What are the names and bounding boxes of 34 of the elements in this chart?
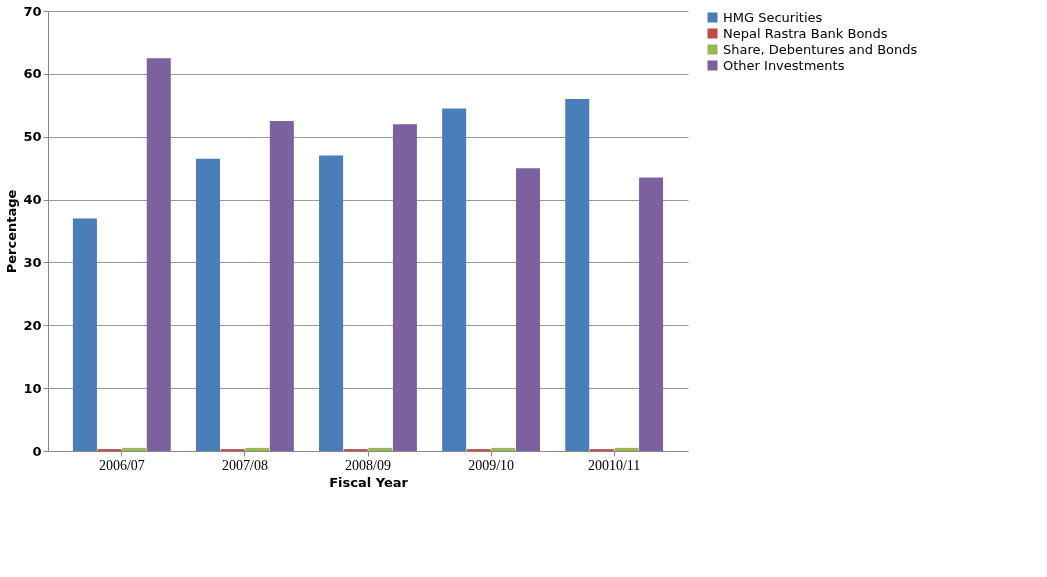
- legend-label: Other Investments: [723, 57, 845, 73]
- y-tick-label: 50: [23, 129, 42, 145]
- x-tick-label: 20010/11: [587, 457, 641, 473]
- legend-label: HMG Securities: [723, 9, 823, 25]
- bar: [614, 447, 639, 451]
- bar: [392, 124, 417, 451]
- y-tick-label: 60: [23, 66, 42, 82]
- x-tick-label: 2007/08: [221, 457, 268, 473]
- x-tick-label: 2008/09: [345, 457, 391, 473]
- bar: [146, 58, 171, 451]
- x-tick-label: 2009/10: [468, 457, 515, 473]
- y-tick-label: 0: [32, 443, 42, 459]
- legend-label: Share, Debentures and Bonds: [723, 41, 918, 57]
- bar: [491, 447, 516, 451]
- legend-label: Nepal Rastra Bank Bonds: [723, 25, 888, 41]
- y-tick-label: 70: [23, 3, 42, 19]
- bar: [122, 447, 147, 451]
- bar: [516, 168, 540, 451]
- bar: [72, 218, 97, 451]
- y-tick-label: 10: [23, 380, 42, 396]
- y-tick-label: 40: [23, 192, 42, 208]
- bar: [442, 108, 467, 451]
- bar: [368, 447, 393, 451]
- bar: [639, 177, 664, 451]
- x-axis-title: Fiscal Year: [329, 474, 409, 490]
- bar: [319, 155, 344, 451]
- y-axis-title: Percentage: [4, 189, 20, 274]
- bar: [245, 447, 270, 451]
- y-tick-label: 30: [23, 254, 42, 270]
- x-tick-label: 2006/07: [98, 457, 145, 473]
- bar: [269, 121, 294, 451]
- bar: [565, 99, 590, 451]
- bar: [196, 158, 220, 451]
- y-tick-label: 20: [23, 317, 42, 333]
